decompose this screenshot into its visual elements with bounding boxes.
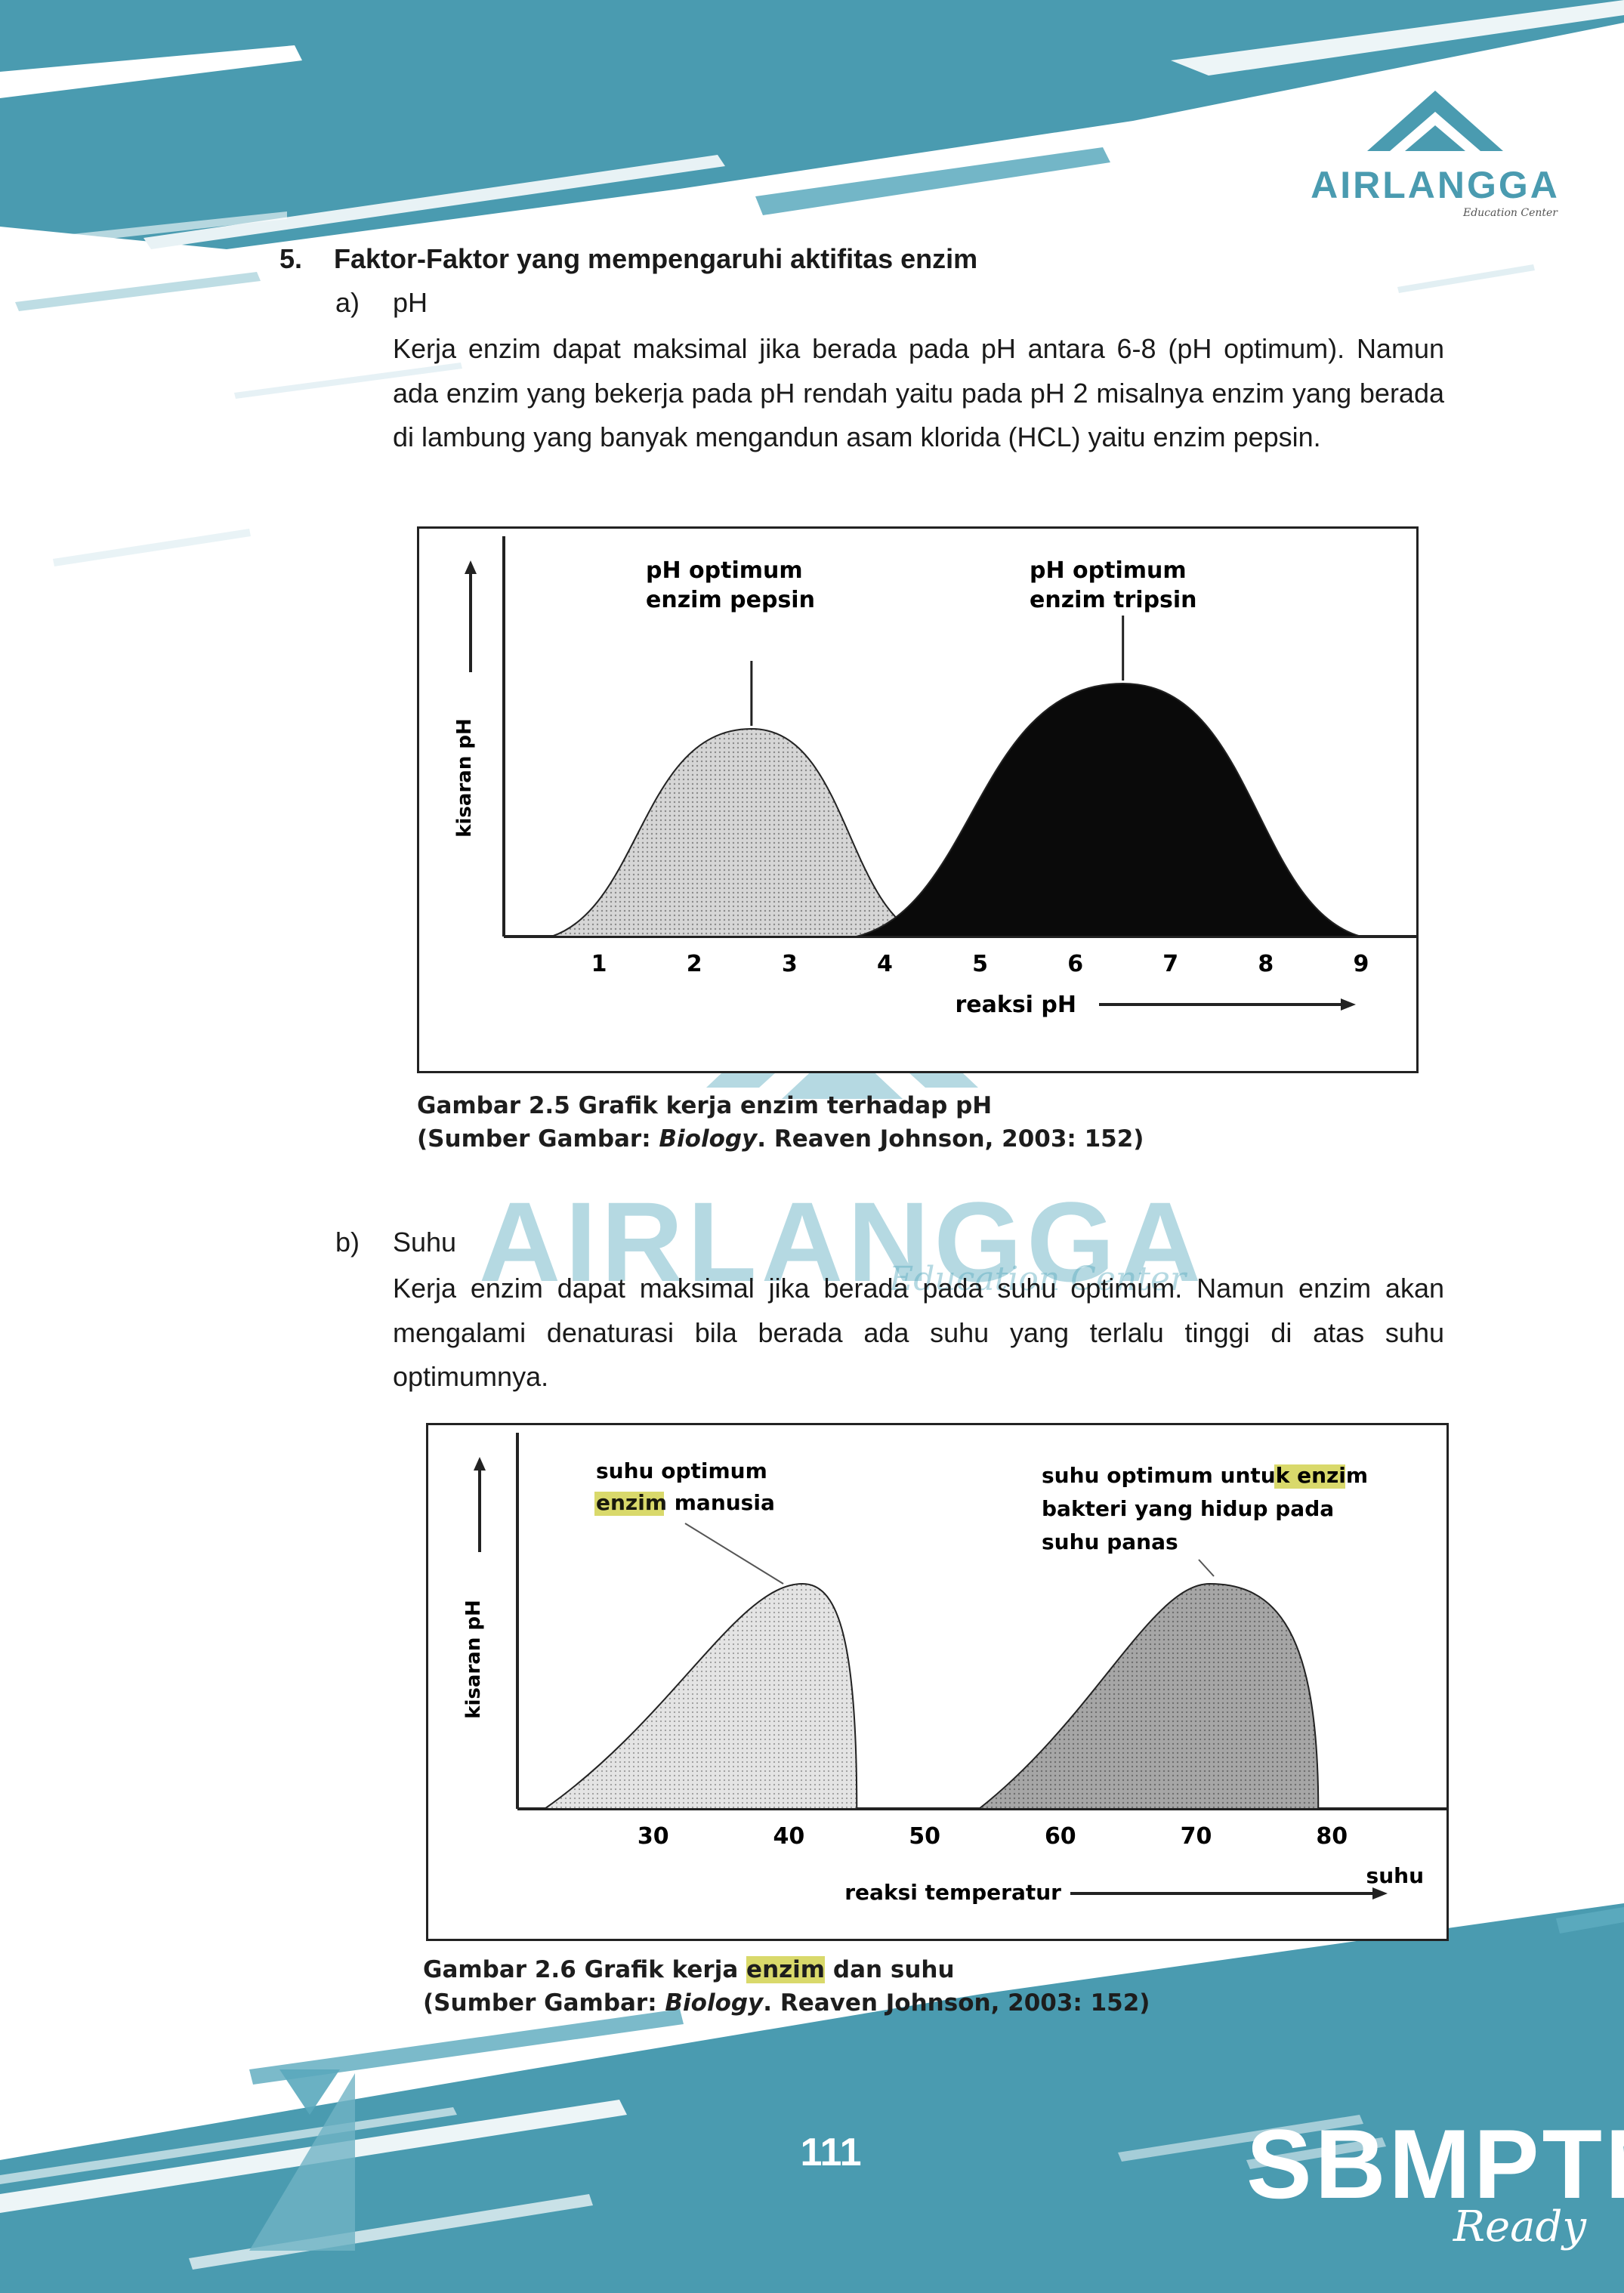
caption-source-title: Biology bbox=[659, 1125, 758, 1153]
x-tick-label: 50 bbox=[909, 1823, 940, 1850]
ph-series-group bbox=[551, 616, 1362, 937]
x-tick-label: 60 bbox=[1045, 1823, 1076, 1850]
sbmptn-tagline: Ready bbox=[1453, 2202, 1586, 2251]
x-tick-label: 4 bbox=[877, 951, 893, 977]
y-arrow-head-icon bbox=[474, 1457, 486, 1471]
x-tick-label: 6 bbox=[1067, 951, 1083, 977]
annotation-bacteria-line3: suhu panas bbox=[1042, 1529, 1178, 1554]
logo-word: AIRLANGGA bbox=[1311, 164, 1560, 206]
annotation-bacteria-leader bbox=[1198, 1559, 1215, 1577]
x-tick-label: 40 bbox=[773, 1823, 805, 1850]
series-area-2 bbox=[856, 682, 1362, 937]
y-arrow-head-icon bbox=[465, 560, 477, 574]
subsection-label: b) bbox=[335, 1227, 360, 1258]
series-area-1 bbox=[542, 1582, 858, 1810]
annotation-tripsin-line2: enzim tripsin bbox=[1030, 587, 1197, 613]
x-tick-label: 2 bbox=[687, 951, 702, 977]
section-title: Faktor-Faktor yang mempengaruhi aktifita… bbox=[334, 243, 978, 274]
annotation-pepsin-line1: pH optimum bbox=[646, 557, 803, 584]
caption-source: (Sumber Gambar: Biology. Reaven Johnson,… bbox=[423, 1986, 1150, 2020]
ph-paragraph: Kerja enzim dapat maksimal jika berada p… bbox=[393, 333, 1444, 452]
caption-source-suffix: . Reaven Johnson, 2003: 152) bbox=[763, 1989, 1150, 2017]
x-axis-label: reaksi temperatur bbox=[844, 1880, 1061, 1905]
ph-chart: 1 2 3 4 5 6 7 8 9 kisaran pH reaksi pH pH optimu… bbox=[453, 536, 1416, 1018]
subsection-title: Suhu bbox=[393, 1227, 457, 1258]
x-tick-label: 70 bbox=[1181, 1823, 1212, 1850]
caption-title: Gambar 2.6 Grafik kerja enzim dan suhu bbox=[423, 1953, 1150, 1986]
caption-source: (Sumber Gambar: Biology. Reaven Johnson,… bbox=[417, 1122, 1144, 1156]
sbmptn-logo: SBMPTN Ready bbox=[1231, 2100, 1624, 2251]
page-number: 111 bbox=[800, 2131, 862, 2174]
logo-mark-icon bbox=[1367, 91, 1503, 151]
suhu-paragraph: Kerja enzim dapat maksimal jika berada p… bbox=[393, 1273, 1444, 1392]
x-tick-label: 30 bbox=[638, 1823, 669, 1850]
section-number: 5. bbox=[279, 243, 303, 274]
highlight-mark bbox=[1274, 1464, 1345, 1489]
series-area-1 bbox=[551, 727, 924, 937]
subsection-ph-heading: a) pH bbox=[335, 287, 428, 319]
caption-source-suffix: . Reaven Johnson, 2003: 152) bbox=[757, 1125, 1144, 1153]
airlangga-logo: AIRLANGGA Education Center bbox=[1299, 91, 1571, 227]
annotation-human-leader bbox=[684, 1523, 784, 1585]
annotation-bacteria-line2: bakteri yang hidup pada bbox=[1042, 1496, 1334, 1521]
x-axis-label: reaksi pH bbox=[955, 992, 1076, 1018]
caption-title: Gambar 2.5 Grafik kerja enzim terhadap p… bbox=[417, 1092, 993, 1119]
figure-suhu-caption: Gambar 2.6 Grafik kerja enzim dan suhu (… bbox=[423, 1953, 1150, 2020]
x-tick-label: 7 bbox=[1162, 951, 1178, 977]
caption-title-post: dan suhu bbox=[825, 1956, 955, 1983]
caption-title-highlight: enzim bbox=[746, 1956, 826, 1983]
x-tick-label: 3 bbox=[782, 951, 798, 977]
suhu-chart: 30 40 50 60 70 80 kisaran pH reaksi temperatu… bbox=[462, 1433, 1446, 1905]
figure-ph-caption: Gambar 2.5 Grafik kerja enzim terhadap p… bbox=[417, 1089, 1144, 1156]
x-tick-label: 80 bbox=[1316, 1823, 1348, 1850]
caption-source-prefix: (Sumber Gambar: bbox=[423, 1989, 665, 2017]
x-tick-label: 8 bbox=[1258, 951, 1274, 977]
x-tick-label: 5 bbox=[972, 951, 988, 977]
figure-ph-chart: 1 2 3 4 5 6 7 8 9 kisaran pH reaksi pH pH optimu… bbox=[417, 526, 1419, 1073]
annotation-bacteria-pre: suhu optimum untuk bbox=[1042, 1463, 1297, 1488]
highlight-mark bbox=[594, 1492, 664, 1516]
section-heading: 5. Faktor-Faktor yang mempengaruhi aktifi… bbox=[279, 243, 977, 275]
subsection-label: a) bbox=[335, 287, 360, 318]
x-tick-label: 9 bbox=[1354, 951, 1369, 977]
y-axis-label: kisaran pH bbox=[453, 718, 476, 838]
subsection-title: pH bbox=[393, 287, 428, 318]
figure-suhu-chart: 30 40 50 60 70 80 kisaran pH reaksi temperatu… bbox=[426, 1423, 1449, 1941]
suhu-series-group bbox=[542, 1582, 1320, 1810]
annotation-pepsin-line2: enzim pepsin bbox=[646, 587, 815, 613]
x-tick-label: 1 bbox=[591, 951, 607, 977]
sbmptn-word: SBMPTN bbox=[1246, 2109, 1624, 2219]
annotation-tripsin-line1: pH optimum bbox=[1030, 557, 1187, 584]
x-arrow-head-icon bbox=[1372, 1887, 1388, 1900]
ph-tick-group: 1 2 3 4 5 6 7 8 9 bbox=[591, 951, 1369, 977]
logo-tagline: Education Center bbox=[1462, 207, 1558, 219]
caption-title-pre: Gambar 2.6 Grafik kerja bbox=[423, 1956, 747, 1983]
caption-source-title: Biology bbox=[665, 1989, 764, 2017]
y-axis-label: kisaran pH bbox=[462, 1600, 485, 1719]
bottom-banner bbox=[0, 1903, 1624, 2293]
x-axis-extra-label: suhu bbox=[1366, 1863, 1424, 1888]
series-area-2 bbox=[977, 1582, 1320, 1810]
suhu-tick-group: 30 40 50 60 70 80 bbox=[638, 1823, 1348, 1850]
x-arrow-head-icon bbox=[1341, 998, 1356, 1011]
annotation-human-line1: suhu optimum bbox=[596, 1458, 767, 1483]
caption-source-prefix: (Sumber Gambar: bbox=[417, 1125, 659, 1153]
annotation-human-rest: manusia bbox=[667, 1490, 775, 1515]
subsection-suhu-heading: b) Suhu bbox=[335, 1227, 456, 1258]
